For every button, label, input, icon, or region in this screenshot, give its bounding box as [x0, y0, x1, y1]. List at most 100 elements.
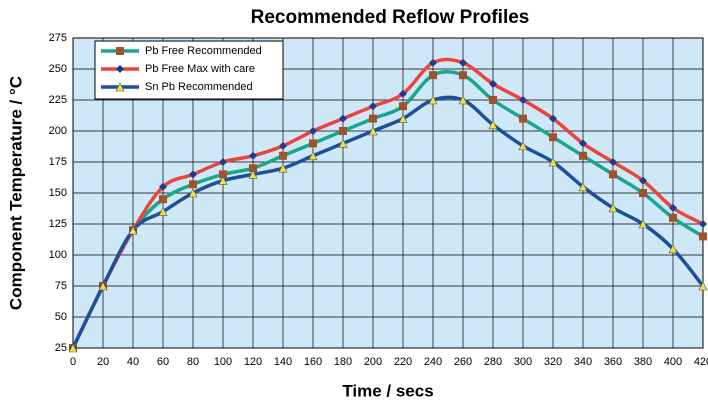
- data-point: [549, 133, 557, 142]
- data-point: [98, 281, 108, 291]
- data-point: [159, 182, 167, 191]
- x-tick-label: 220: [394, 356, 412, 368]
- data-point: [638, 219, 648, 229]
- data-point: [669, 213, 677, 222]
- data-point: [369, 114, 377, 123]
- x-tick-label: 80: [187, 356, 199, 368]
- data-point: [398, 113, 408, 123]
- x-tick-label: 340: [574, 356, 592, 368]
- x-tick-label: 420: [694, 356, 708, 368]
- data-point: [459, 58, 467, 67]
- x-tick-label: 20: [97, 356, 109, 368]
- data-point: [218, 175, 228, 185]
- x-axis-label: Time / secs: [342, 381, 433, 400]
- data-point: [248, 169, 258, 179]
- legend-label: Sn Pb Recommended: [145, 81, 253, 93]
- data-point: [249, 164, 257, 173]
- data-point: [279, 151, 287, 160]
- data-point: [279, 141, 287, 150]
- data-point: [519, 96, 527, 104]
- data-point: [309, 139, 317, 148]
- data-point: [458, 95, 468, 105]
- series-line: [71, 57, 704, 349]
- chart-title: Recommended Reflow Profiles: [251, 7, 530, 28]
- y-tick-label: 275: [49, 32, 67, 44]
- data-point: [189, 170, 197, 179]
- data-point: [669, 203, 677, 212]
- data-point: [489, 79, 497, 88]
- data-point: [519, 114, 527, 123]
- x-tick-label: 400: [664, 356, 682, 368]
- data-point: [518, 141, 528, 151]
- data-point: [489, 96, 497, 104]
- legend-marker: [116, 47, 124, 55]
- data-point: [579, 139, 587, 148]
- series-line: [71, 95, 705, 349]
- data-point: [429, 58, 437, 67]
- legend-label: Pb Free Max with care: [145, 63, 255, 75]
- y-tick-label: 150: [49, 187, 67, 199]
- data-point: [189, 180, 197, 189]
- x-tick-label: 100: [214, 356, 232, 368]
- x-tick-label: 40: [127, 356, 139, 368]
- y-tick-label: 175: [49, 156, 67, 168]
- legend-marker: [115, 82, 125, 92]
- x-tick-label: 140: [274, 356, 292, 368]
- data-point: [609, 158, 617, 166]
- x-tick-label: 120: [244, 356, 262, 368]
- data-point: [429, 71, 437, 80]
- data-point: [128, 225, 138, 235]
- data-point: [549, 114, 557, 123]
- y-tick-label: 250: [49, 63, 67, 75]
- data-point: [699, 232, 707, 241]
- data-point: [158, 206, 168, 216]
- data-point: [68, 343, 78, 353]
- x-tick-label: 240: [424, 356, 442, 368]
- x-tick-label: 200: [364, 356, 382, 368]
- data-point: [399, 102, 407, 111]
- x-tick-label: 360: [604, 356, 622, 368]
- data-point: [278, 163, 288, 173]
- data-point: [369, 102, 377, 111]
- data-point: [548, 157, 558, 167]
- data-point: [188, 188, 198, 198]
- data-point: [578, 182, 588, 192]
- y-axis-label: Component Temperature / °C: [6, 76, 25, 310]
- y-tick-label: 75: [55, 280, 67, 292]
- y-tick-label: 100: [49, 249, 67, 261]
- data-point: [219, 170, 227, 179]
- y-tick-label: 25: [55, 342, 67, 354]
- data-point: [428, 95, 438, 105]
- legend-marker: [116, 65, 124, 73]
- data-point: [159, 195, 167, 204]
- x-tick-label: 260: [454, 356, 472, 368]
- data-point: [368, 126, 378, 136]
- data-point: [608, 203, 618, 213]
- data-point: [609, 170, 617, 179]
- plot-border: [72, 37, 704, 349]
- data-point: [639, 189, 647, 197]
- x-tick-label: 380: [634, 356, 652, 368]
- y-tick-label: 225: [49, 94, 67, 106]
- x-tick-label: 160: [304, 356, 322, 368]
- series-line: [71, 69, 704, 349]
- data-point: [309, 127, 317, 135]
- x-tick-label: 0: [70, 356, 76, 368]
- data-point: [249, 151, 257, 160]
- data-point: [338, 138, 348, 148]
- data-point: [668, 244, 678, 254]
- y-tick-label: 125: [49, 218, 67, 230]
- data-point: [488, 120, 498, 130]
- y-tick-label: 200: [49, 125, 67, 137]
- x-tick-label: 320: [544, 356, 562, 368]
- x-tick-label: 60: [157, 356, 169, 368]
- data-point: [399, 89, 407, 98]
- data-point: [459, 71, 467, 80]
- data-point: [639, 176, 647, 185]
- legend-label: Pb Free Recommended: [145, 45, 262, 57]
- data-point: [698, 281, 708, 291]
- data-point: [219, 158, 227, 166]
- x-tick-label: 280: [484, 356, 502, 368]
- data-point: [339, 114, 347, 123]
